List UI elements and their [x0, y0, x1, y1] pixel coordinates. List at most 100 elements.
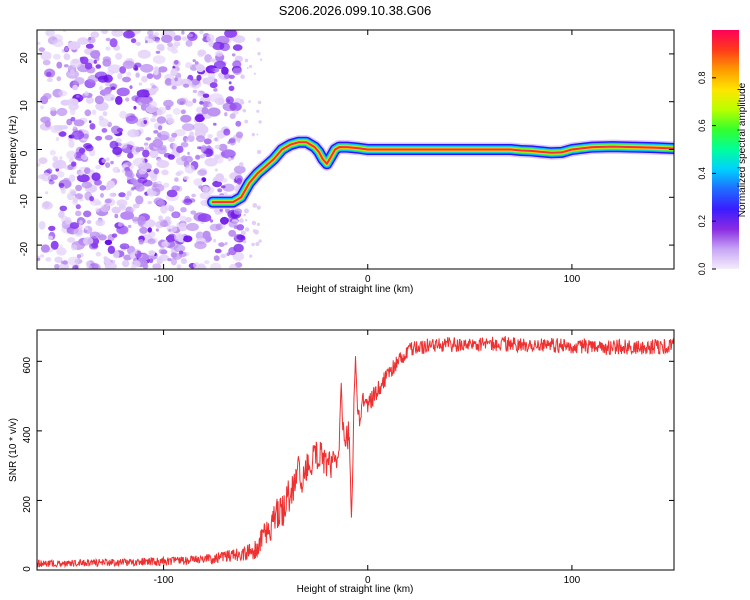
noise-blob [54, 263, 60, 269]
noise-blob [88, 120, 92, 124]
noise-blob [79, 96, 84, 101]
noise-blob [150, 117, 157, 123]
noise-blob [228, 81, 232, 85]
noise-blob [213, 88, 218, 92]
noise-blob [172, 107, 181, 115]
noise-blob [52, 39, 64, 48]
noise-blob [89, 196, 94, 202]
noise-blob [119, 143, 128, 149]
noise-blob [240, 230, 246, 236]
noise-blob [91, 172, 101, 181]
noise-blob [72, 81, 78, 85]
noise-blob [228, 85, 235, 92]
noise-blob [75, 204, 81, 210]
noise-blob [116, 87, 130, 97]
noise-blob [73, 228, 84, 237]
noise-blob [204, 157, 218, 167]
noise-blob [117, 73, 123, 80]
noise-blob [127, 152, 134, 159]
noise-blob [57, 171, 65, 178]
noise-blob [215, 168, 218, 172]
noise-blob [163, 182, 170, 188]
noise-blob [47, 235, 54, 240]
noise-blob [194, 241, 207, 250]
noise-blob [212, 41, 225, 51]
noise-blob [66, 150, 77, 160]
noise-blob [60, 99, 71, 106]
noise-blob [148, 88, 157, 96]
noise-blob [45, 257, 52, 262]
noise-blob [153, 130, 159, 134]
noise-blob [183, 175, 189, 180]
snr-panel: -100 0 100 0 200 400 600 Height of straight li… [8, 329, 675, 595]
ridge-band-5 [211, 141, 674, 204]
colorbar-tick-label: 0.8 [697, 72, 707, 85]
noise-blob [256, 109, 260, 113]
noise-blob [62, 30, 67, 33]
noise-blob [111, 30, 124, 37]
noise-blob [229, 263, 238, 269]
noise-blob [139, 146, 145, 151]
noise-blob [251, 242, 255, 247]
noise-blob [224, 241, 228, 246]
noise-blob [131, 186, 137, 190]
noise-blob [155, 228, 159, 232]
noise-blob [195, 154, 201, 160]
noise-blob [243, 213, 246, 217]
noise-blob [114, 213, 119, 219]
noise-blob [58, 210, 65, 219]
noise-blob [213, 78, 218, 83]
snr-series-line [37, 335, 674, 569]
noise-blob [76, 254, 82, 259]
noise-blob [135, 184, 145, 192]
noise-blob [184, 164, 195, 174]
noise-blob [127, 224, 132, 229]
noise-blob [157, 125, 163, 131]
noise-blob [52, 161, 62, 169]
noise-blob [168, 228, 172, 232]
noise-blob [197, 51, 204, 58]
noise-blob [252, 203, 258, 208]
noise-blob [225, 252, 230, 257]
noise-blob [185, 138, 189, 143]
noise-blob [104, 198, 112, 204]
noise-blob [98, 85, 104, 91]
noise-blob [44, 191, 49, 195]
noise-blob [59, 205, 68, 212]
noise-blob [98, 118, 109, 127]
noise-blob [75, 210, 82, 217]
noise-blob [50, 124, 63, 134]
noise-blob [207, 134, 213, 139]
noise-blob [84, 168, 91, 174]
noise-blob [129, 85, 133, 89]
noise-blob [178, 250, 184, 255]
x-tick-label: 100 [564, 575, 581, 586]
noise-blob [204, 238, 211, 243]
noise-blob [77, 174, 90, 183]
noise-blob [214, 209, 222, 216]
noise-blob [180, 109, 186, 115]
noise-blob [157, 158, 163, 162]
noise-blob [183, 198, 193, 206]
noise-blob [121, 260, 130, 268]
noise-blob [110, 86, 116, 91]
noise-blob [84, 62, 93, 70]
noise-blob [144, 146, 150, 150]
noise-blob [228, 229, 237, 237]
noise-blob [185, 39, 193, 47]
noise-blob [174, 129, 186, 137]
noise-blob [155, 50, 161, 54]
noise-blob [75, 94, 80, 98]
noise-blob [213, 60, 226, 70]
noise-blob [67, 237, 76, 243]
x-tick-label: -100 [154, 575, 174, 586]
noise-blob [192, 89, 198, 94]
noise-blob [172, 143, 177, 149]
noise-blob [220, 216, 229, 225]
noise-blob [40, 116, 51, 124]
noise-blob [236, 224, 245, 231]
noise-blob [173, 41, 181, 47]
noise-blob [123, 254, 132, 261]
noise-blob [200, 144, 207, 152]
noise-blob [221, 185, 226, 189]
